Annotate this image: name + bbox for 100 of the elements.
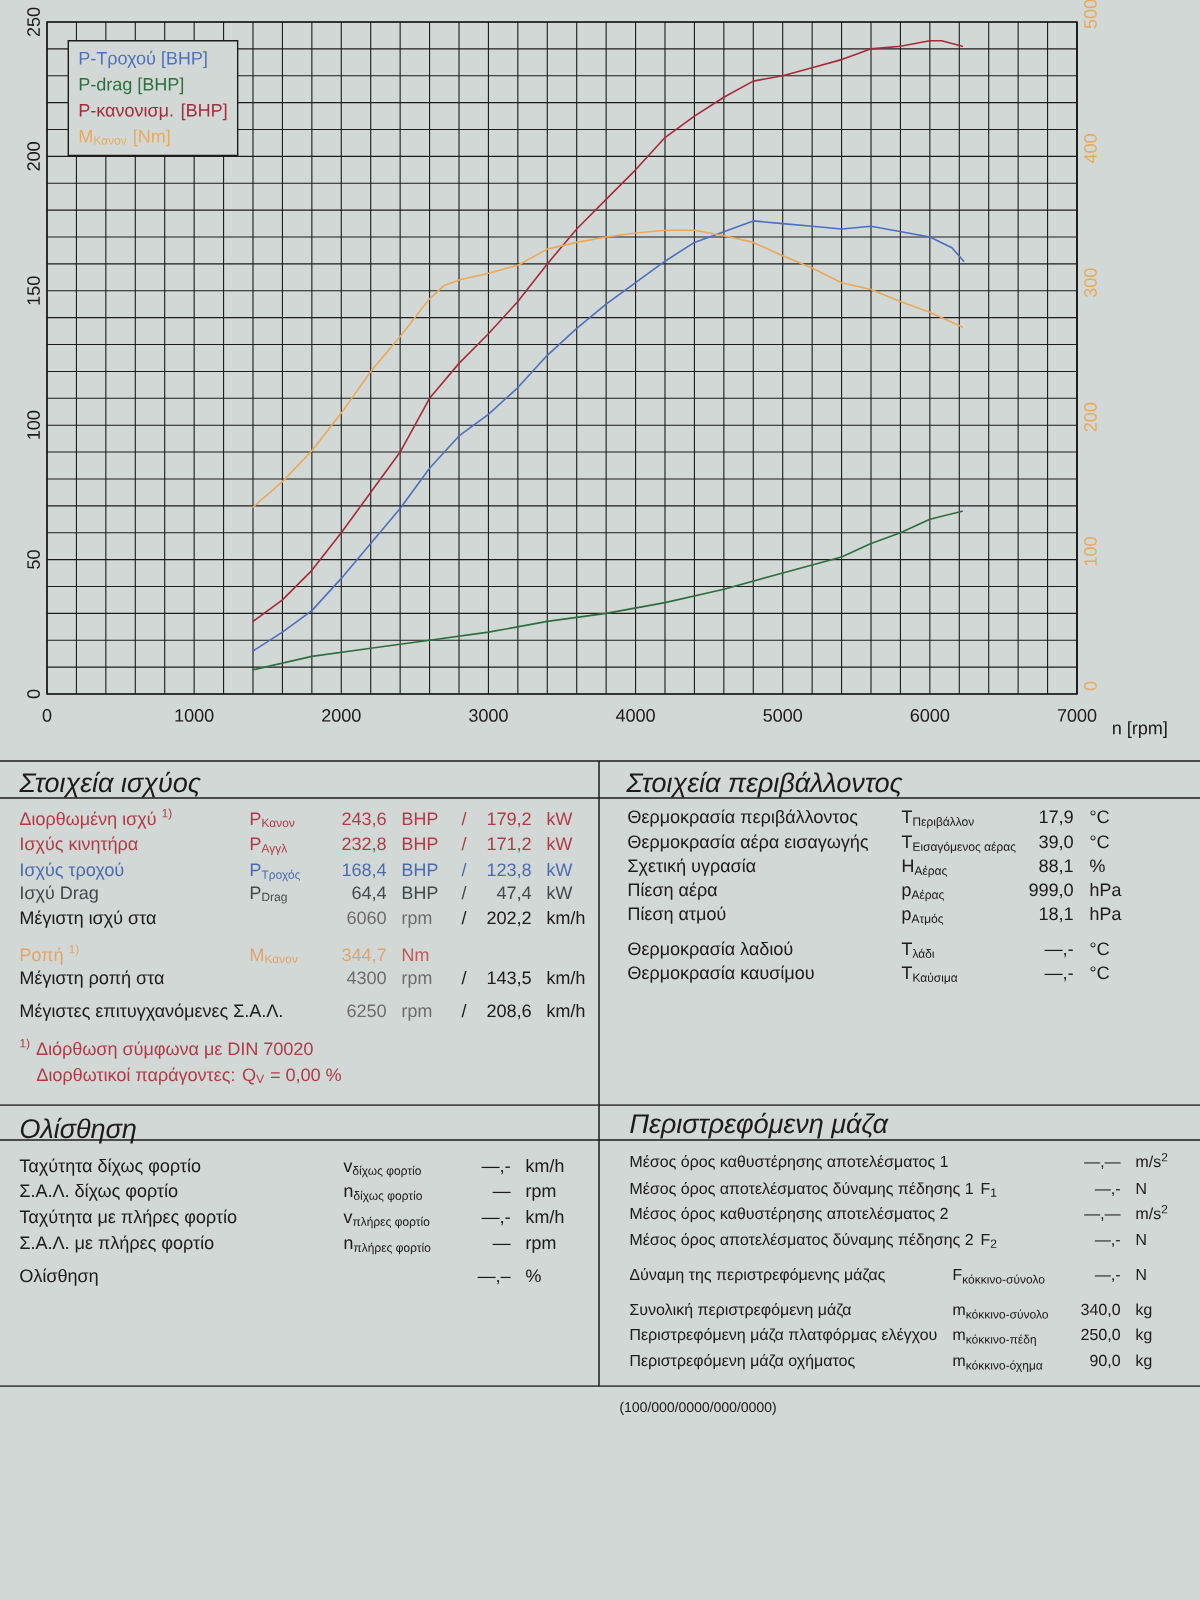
- text: Μέσος όρος καθυστέρησης αποτελέσματος 1: [630, 1154, 948, 1171]
- text: /: [461, 1003, 467, 1018]
- y-tick-label: 0: [27, 689, 40, 699]
- y2-tick-label: 400: [1084, 134, 1097, 163]
- text: 47,4: [496, 886, 532, 902]
- text: °C: [1090, 835, 1109, 849]
- text: Μέγιστη ροπή στα: [20, 970, 164, 988]
- text: —,—: [1084, 1162, 1121, 1170]
- text: 17,9: [1039, 810, 1073, 826]
- text: Θερμοκρασία αέρα εισαγωγής: [628, 834, 868, 852]
- text: 6250: [347, 1004, 386, 1018]
- text: 18,1: [1039, 907, 1073, 923]
- text: —,-: [481, 1166, 510, 1175]
- text: $^{1)}$ Διόρθωση σύμφωνα με DIN 70020: [20, 1038, 313, 1059]
- text: 90,0: [1090, 1354, 1120, 1369]
- text: Ισχύς τροχού: [21, 862, 124, 880]
- text: kW: [547, 836, 573, 850]
- text: P-κανονισμ. [BHP]: [79, 103, 227, 121]
- text: Θερμοκρασία λαδιού: [628, 941, 793, 959]
- text: 171,2: [487, 837, 531, 853]
- text: kW: [547, 811, 573, 825]
- text: 202,2: [487, 911, 531, 927]
- text: —: [492, 1243, 511, 1246]
- text: /: [461, 836, 467, 851]
- text: 999,0: [1029, 883, 1073, 899]
- text: —,-: [481, 1217, 510, 1226]
- text: Πίεση αέρα: [628, 882, 718, 900]
- text: 340,0: [1081, 1303, 1120, 1318]
- text: 39,0: [1039, 835, 1073, 851]
- text: BHP: [402, 837, 438, 850]
- text: N: [1136, 1268, 1146, 1280]
- text: Ολίσθηση: [20, 1268, 98, 1286]
- text: /: [461, 910, 467, 925]
- text: Πίεση ατμού: [628, 906, 726, 924]
- text: %: [526, 1269, 541, 1283]
- text: rpm: [402, 914, 432, 928]
- y2-tick-label: 0: [1084, 681, 1097, 691]
- x-axis-title: n [rpm]: [1113, 721, 1167, 738]
- text: P$_{Κανον}$: [250, 812, 295, 828]
- text: 243,6: [342, 812, 386, 828]
- y-tick-label: 150: [27, 276, 40, 305]
- text: Στοιχεία περιβάλλοντος: [626, 771, 903, 798]
- text: Μέγιστη ισχύ στα: [20, 910, 156, 928]
- text: rpm: [402, 974, 432, 988]
- text: km/h: [526, 1209, 564, 1224]
- y-tick-label: 200: [27, 142, 40, 171]
- text: 208,6: [487, 1004, 531, 1020]
- text: Ροπή $^{1)}$: [20, 944, 79, 965]
- text: —,-: [1094, 1189, 1120, 1197]
- text: /: [461, 885, 467, 900]
- text: N: [1136, 1233, 1146, 1245]
- text: P$_{Drag}$: [250, 886, 287, 904]
- text: P$_{Τροχός}$: [250, 863, 300, 882]
- text: kg: [1136, 1303, 1152, 1319]
- text: Μέσος όρος καθυστέρησης αποτελέσματος 2: [630, 1206, 948, 1223]
- x-tick-label: 7000: [1057, 709, 1097, 722]
- text: °C: [1090, 942, 1109, 956]
- text: p$_{Αέρας}$: [902, 886, 944, 902]
- text: km/h: [547, 1003, 585, 1018]
- x-tick-label: 2000: [322, 709, 361, 722]
- text: N: [1136, 1182, 1146, 1194]
- text: M$_{Κανον}$ [Nm]: [79, 129, 170, 147]
- text: Θερμοκρασία καυσίμου: [628, 965, 814, 983]
- text: hPa: [1090, 906, 1122, 921]
- text: (100/000/0000/000/0000): [620, 1401, 776, 1415]
- text: km/h: [547, 970, 585, 985]
- text: 344,7: [342, 948, 386, 964]
- text: P-drag [BHP]: [79, 77, 184, 95]
- text: °C: [1090, 966, 1109, 980]
- y2-tick-label: 200: [1084, 402, 1097, 432]
- text: Μέσος όρος αποτελέσματος δύναμης πέδησης 1: [630, 1181, 973, 1198]
- text: rpm: [526, 1187, 556, 1201]
- x-tick-label: 3000: [469, 709, 508, 722]
- text: Διορθωτικοί παράγοντες: Q$_{V}$ = 0,00 %: [36, 1067, 341, 1085]
- text: 64,4: [352, 886, 387, 902]
- text: 4300: [346, 971, 386, 985]
- text: Στοιχεία ισχύος: [19, 771, 201, 798]
- text: P$_{Αγγλ}$: [250, 837, 288, 855]
- text: F$_{2}$: [981, 1233, 997, 1248]
- text: 168,4: [342, 863, 387, 879]
- text: H$_{Αέρας}$: [902, 859, 947, 878]
- text: p$_{Ατμός}$: [902, 910, 944, 926]
- text: Μέσος όρος αποτελέσματος δύναμης πέδησης 2: [630, 1232, 973, 1249]
- text: km/h: [547, 910, 585, 925]
- text: kg: [1136, 1354, 1152, 1370]
- text: M$_{Κανον}$: [250, 948, 298, 964]
- text: T$_{λάδι}$: [901, 942, 935, 958]
- text: /: [461, 862, 467, 877]
- text: 179,2: [487, 812, 531, 828]
- text: BHP: [402, 886, 438, 899]
- text: Ταχύτητα με πλήρες φορτίο: [19, 1209, 237, 1227]
- x-tick-label: 4000: [615, 709, 655, 722]
- text: Περιστρεφόμενη μάζα: [630, 1112, 889, 1139]
- text: Σ.Α.Λ. δίχως φορτίο: [20, 1183, 178, 1201]
- text: 232,8: [342, 837, 386, 853]
- text: Ταχύτητα δίχως φορτίο: [19, 1158, 201, 1176]
- text: /: [461, 970, 467, 985]
- text: 88,1: [1039, 859, 1073, 875]
- text: F$_{1}$: [981, 1182, 997, 1197]
- x-tick-label: 0: [42, 709, 52, 722]
